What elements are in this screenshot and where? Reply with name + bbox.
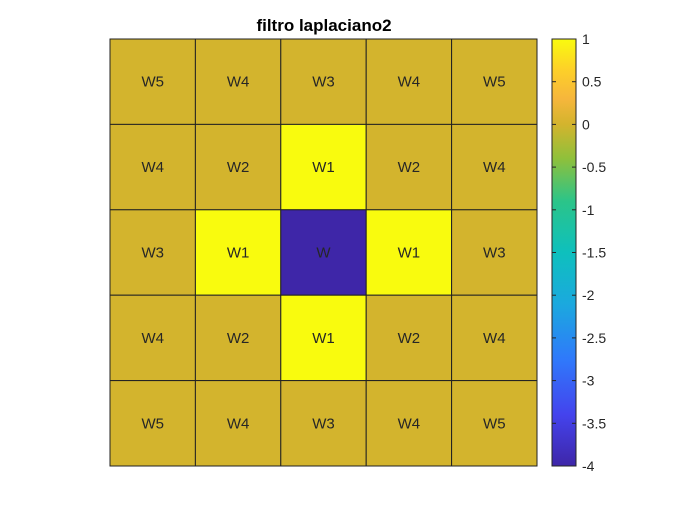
cell-label: W5 xyxy=(483,415,506,432)
heatmap-cell xyxy=(451,294,538,382)
cell-label: W3 xyxy=(312,415,335,432)
cell-label: W4 xyxy=(398,74,421,91)
heatmap-cell xyxy=(194,209,282,296)
cell-label: W5 xyxy=(483,74,506,91)
heatmap-cell xyxy=(365,294,453,382)
heatmap-cell xyxy=(194,294,282,382)
heatmap-cell xyxy=(280,123,367,211)
cell-label: W4 xyxy=(483,330,506,347)
cell-label: W xyxy=(316,245,331,262)
heatmap-cell xyxy=(451,38,538,125)
cell-label: W3 xyxy=(141,245,164,262)
heatmap-frame xyxy=(109,38,538,467)
colorbar-tick-label: -3 xyxy=(582,373,595,389)
colorbar-tick-label: -2.5 xyxy=(582,330,606,346)
cell-label: W4 xyxy=(227,74,250,91)
colorbar-tick-label: -2 xyxy=(582,287,595,303)
heatmap-plot: W5 W4 W3 W4 W5 W4 W2 W1 W2 W4 W3 W1 W W1 W3 W4 W2 W1 W2 W4 W… xyxy=(109,38,538,467)
cell-label: W4 xyxy=(227,415,250,432)
cell-label: W1 xyxy=(312,159,335,176)
heatmap-cell xyxy=(365,38,453,125)
chart-title: filtro laplaciano2 xyxy=(256,16,391,35)
heatmap-cell xyxy=(194,380,282,467)
cell-label: W3 xyxy=(483,245,506,262)
cell-label: W5 xyxy=(141,74,164,91)
colorbar-tick-label: -4 xyxy=(582,458,595,474)
cell-label: W2 xyxy=(227,330,250,347)
colorbar-tick-label: -1.5 xyxy=(582,245,606,261)
cell-label: W4 xyxy=(483,159,506,176)
colorbar-tick-label: 0.5 xyxy=(582,74,602,90)
heatmap-cell xyxy=(109,380,196,467)
heatmap-cell xyxy=(451,123,538,211)
heatmap-cell xyxy=(280,209,367,296)
colorbar-tick-label: 0 xyxy=(582,116,590,132)
cell-label: W4 xyxy=(141,159,164,176)
cell-label: W1 xyxy=(312,330,335,347)
heatmap-cell xyxy=(194,38,282,125)
cell-label: W5 xyxy=(141,415,164,432)
heatmap-cell xyxy=(109,123,196,211)
colorbar-tick-label: 1 xyxy=(582,31,590,47)
colorbar-tick-label: -3.5 xyxy=(582,415,606,431)
cell-label: W1 xyxy=(227,245,250,262)
heatmap-cell xyxy=(365,209,453,296)
colorbar-tick-label: -1 xyxy=(582,202,595,218)
heatmap-cell xyxy=(280,380,367,467)
cell-label: W2 xyxy=(398,330,421,347)
cell-label: W3 xyxy=(312,74,335,91)
colorbar: 1 0.5 0 -0.5 -1 -1.5 -2 -2.5 -3 -3.5 -4 xyxy=(551,31,606,474)
cell-label: W2 xyxy=(227,159,250,176)
cell-label: W4 xyxy=(398,415,421,432)
colorbar-tick-label: -0.5 xyxy=(582,159,606,175)
heatmap-cell xyxy=(280,294,367,382)
cell-label: W4 xyxy=(141,330,164,347)
cell-label: W2 xyxy=(398,159,421,176)
heatmap-cell xyxy=(451,380,538,467)
cell-label: W1 xyxy=(398,245,421,262)
heatmap-cell xyxy=(109,38,196,125)
